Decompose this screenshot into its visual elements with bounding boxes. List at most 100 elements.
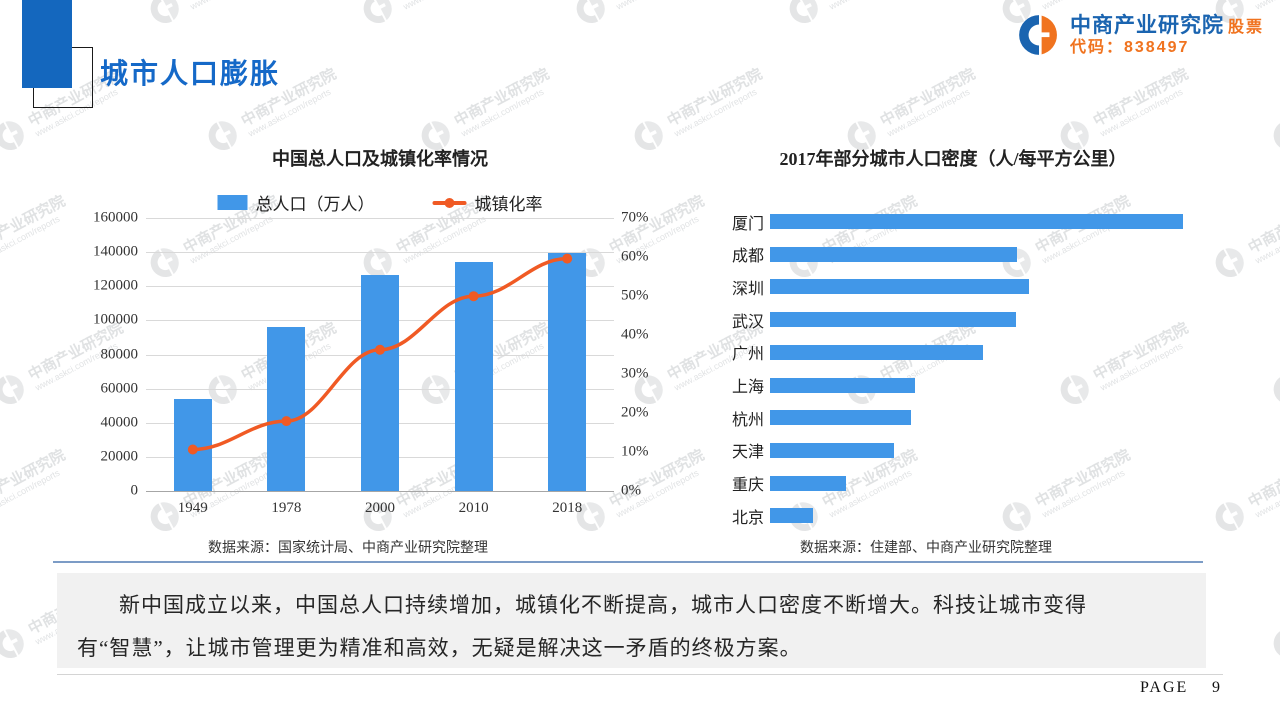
line-point	[375, 344, 385, 355]
left-axis-tick: 140000	[93, 243, 138, 260]
right-axis-tick: 10%	[621, 443, 649, 460]
watermark-url: www.askci.com/reports	[1098, 340, 1185, 393]
city-label: 上海	[731, 379, 764, 396]
city-label: 天津	[731, 444, 764, 462]
watermark-org: 中商产业研究院	[1246, 0, 1280, 2]
line-point	[562, 253, 573, 264]
watermark-org: 中商产业研究院	[607, 0, 707, 2]
watermark-org: 中商产业研究院	[1032, 446, 1133, 511]
watermark-org: 中商产业研究院	[394, 0, 494, 2]
density-bar	[770, 344, 984, 360]
x-axis-label: 2000	[365, 500, 395, 516]
left-axis-tick: 20000	[100, 448, 139, 465]
city-label: 北京	[731, 509, 764, 527]
watermark-org: 中商产业研究院	[877, 65, 978, 130]
city-label: 杭州	[731, 411, 764, 429]
watermark-org: 中商产业研究院	[1090, 65, 1191, 130]
watermark-url: www.askci.com/reports	[1098, 86, 1185, 139]
company-pie-icon	[1016, 12, 1062, 63]
city-label: 重庆	[731, 477, 764, 495]
city-label: 武汉	[731, 313, 764, 331]
watermark-logo-icon	[0, 112, 36, 162]
watermark-url: www.askci.com/reports	[459, 86, 546, 139]
watermark-url: www.askci.com/reports	[885, 86, 972, 139]
density-bar	[770, 214, 1183, 229]
gridline	[146, 218, 614, 219]
watermark-url: www.askci.com/reports	[0, 467, 62, 520]
density-bar	[770, 475, 847, 491]
gridline	[146, 252, 614, 254]
legend-label: 总人口（万人）	[255, 195, 375, 214]
right-axis-tick: 0%	[621, 482, 641, 499]
left-axis-tick: 60000	[100, 380, 139, 397]
watermark-org: 中商产业研究院	[820, 0, 920, 2]
logo-org-name: 中商产业研究院	[1070, 13, 1224, 37]
density-bar	[770, 246, 1017, 262]
watermark-url: www.askci.com/reports	[1253, 467, 1280, 520]
watermark-url: www.askci.com/reports	[614, 0, 711, 11]
watermark-url: www.askci.com/reports	[672, 86, 759, 139]
watermark-logo-icon	[0, 366, 36, 416]
right-axis-tick: 70%	[621, 209, 649, 226]
watermark-org: 中商产业研究院	[664, 65, 765, 130]
watermark-logo-icon	[626, 112, 674, 162]
city-label: 深圳	[731, 280, 764, 298]
line-swatch-icon	[432, 197, 467, 208]
right-chart-source: 数据来源：住建部、中商产业研究院整理	[800, 541, 1052, 556]
left-axis-tick: 120000	[93, 277, 138, 294]
watermark-logo-icon	[1052, 366, 1100, 416]
right-axis-tick: 50%	[621, 287, 649, 304]
city-label: 厦门	[731, 215, 764, 233]
watermark-logo-icon	[200, 112, 248, 162]
watermark-logo-icon	[568, 0, 616, 36]
x-axis-label: 1949	[177, 500, 208, 516]
footer-page-label: PAGE	[1140, 679, 1189, 696]
separator-line	[53, 561, 1203, 563]
watermark-url: www.askci.com/reports	[1040, 467, 1127, 520]
watermark-logo-icon	[781, 0, 829, 36]
left-chart-source: 数据来源：国家统计局、中商产业研究院整理	[208, 541, 488, 556]
density-bar	[770, 410, 911, 426]
watermark-url: www.askci.com/reports	[401, 0, 498, 11]
left-axis-tick: 80000	[100, 346, 139, 362]
watermark-url: www.askci.com/reports	[1040, 0, 1137, 11]
left-axis-tick: 0	[130, 482, 139, 499]
footer-line	[57, 674, 1223, 675]
density-bar	[770, 377, 915, 393]
watermark-logo-icon	[1265, 112, 1280, 162]
line-point	[281, 416, 292, 427]
density-bar	[770, 312, 1016, 328]
density-bar	[770, 279, 1030, 295]
watermark-url: www.askci.com/reports	[1253, 0, 1280, 11]
watermark-org: 中商产业研究院	[451, 65, 552, 130]
watermark-org: 中商产业研究院	[1033, 0, 1133, 2]
legend-item-urbanization: 城镇化率	[432, 190, 543, 215]
population-bar	[361, 274, 399, 491]
note-box: 新中国成立以来，中国总人口持续增加，城镇化不断提高，城市人口密度不断增大。科技让…	[57, 573, 1206, 668]
logo: 中商产业研究院 股票代码：838497	[1016, 12, 1280, 63]
left-chart-legend: 总人口（万人） 城镇化率	[217, 190, 543, 215]
bar-swatch-icon	[217, 195, 248, 210]
population-bar	[267, 326, 306, 491]
footer-page-number: 9	[1212, 679, 1220, 696]
watermark-org: 中商产业研究院	[181, 0, 281, 2]
